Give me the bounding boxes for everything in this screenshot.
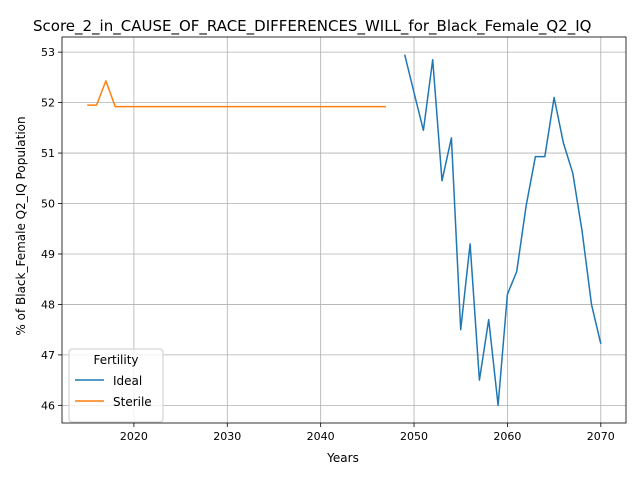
- x-tick-label: 2050: [400, 430, 428, 443]
- y-tick-label: 50: [41, 198, 55, 211]
- legend-title: Fertility: [93, 353, 138, 367]
- y-tick-label: 49: [41, 248, 55, 261]
- x-tick-label: 2040: [307, 430, 335, 443]
- chart-title: Score_2_in_CAUSE_OF_RACE_DIFFERENCES_WIL…: [33, 17, 591, 36]
- grid: [62, 37, 626, 423]
- y-tick-label: 53: [41, 46, 55, 59]
- plot-frame: [61, 36, 627, 424]
- x-tick-label: 2070: [587, 430, 615, 443]
- y-axis-label: % of Black_Female Q2_IQ Population: [14, 116, 28, 335]
- x-tick-label: 2060: [493, 430, 521, 443]
- x-axis-label: Years: [326, 451, 359, 465]
- x-tick-label: 2030: [213, 430, 241, 443]
- y-axis-ticks: 46 47 48 49 50 51 52 53: [41, 46, 62, 412]
- y-tick-label: 52: [41, 97, 55, 110]
- y-tick-label: 47: [41, 349, 55, 362]
- x-tick-label: 2020: [120, 430, 148, 443]
- y-tick-label: 51: [41, 147, 55, 160]
- series-line-ideal: [403, 54, 602, 407]
- series-lines: [87, 54, 602, 407]
- legend-box: [68, 348, 164, 423]
- legend-label-ideal: Ideal: [113, 374, 142, 388]
- series-line-sterile: [87, 80, 386, 108]
- y-tick-label: 48: [41, 298, 55, 311]
- legend: Fertility Ideal Sterile: [68, 348, 164, 423]
- legend-label-sterile: Sterile: [113, 395, 152, 409]
- x-axis-ticks: 2020 2030 2040 2050 2060 2070: [120, 423, 615, 443]
- y-tick-label: 46: [41, 399, 55, 412]
